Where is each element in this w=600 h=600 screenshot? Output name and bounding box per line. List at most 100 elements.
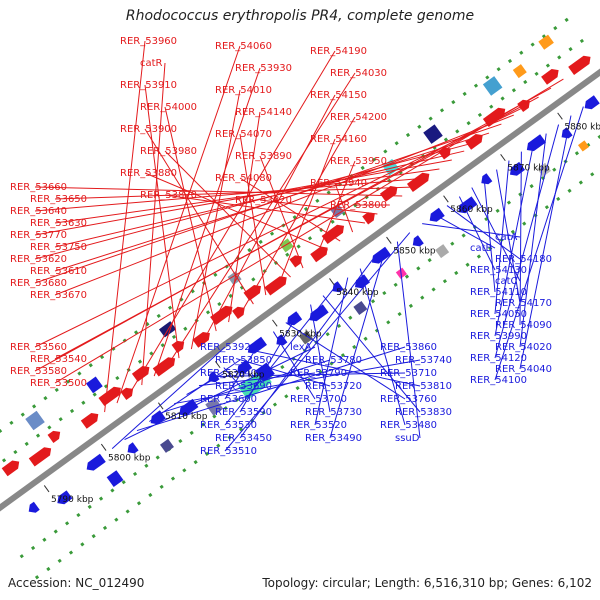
forward-gene-label[interactable]: RER_53650 — [30, 194, 87, 205]
forward-gene-label[interactable]: RER_53770 — [10, 230, 67, 241]
forward-gene-arrow — [438, 147, 451, 160]
forward-gene-label[interactable]: RER_53500 — [30, 378, 87, 389]
reverse-gene-label[interactable]: RER_54050 — [470, 309, 527, 320]
forward-gene-label[interactable]: RER_53910 — [120, 80, 177, 91]
forward-gene-label[interactable]: RER_53540 — [30, 354, 87, 365]
reverse-gene-label[interactable]: catA — [495, 232, 518, 243]
forward-gene-label[interactable]: RER_53560 — [10, 342, 67, 353]
forward-gene-label[interactable]: RER_53950 — [330, 156, 387, 167]
feature-block — [25, 410, 45, 431]
reverse-gene-label[interactable]: RER_53490 — [305, 433, 362, 444]
reverse-gene-label[interactable]: RER_54170 — [495, 298, 552, 309]
forward-gene-label[interactable]: RER_53610 — [30, 266, 87, 277]
forward-gene-label[interactable]: RER_53750 — [30, 242, 87, 253]
reverse-gene-label[interactable]: RER_53840 — [200, 368, 257, 379]
forward-gene-label[interactable]: RER_53870 — [140, 190, 197, 201]
reverse-gene-label[interactable]: RER_53920 — [200, 342, 257, 353]
forward-gene-label[interactable]: RER_53800 — [330, 200, 387, 211]
forward-gene-label[interactable]: RER_54160 — [310, 134, 367, 145]
forward-gene-label[interactable]: RER_54010 — [215, 85, 272, 96]
reverse-gene-label[interactable]: RER_53740 — [395, 355, 452, 366]
gene-leader-line — [164, 150, 291, 278]
reverse-gene-label[interactable]: RER_53520 — [290, 420, 347, 431]
forward-gene-label[interactable]: RER_54150 — [310, 90, 367, 101]
scale-tick-label: 5810 kbp — [165, 412, 208, 422]
forward-gene-label[interactable]: RER_53980 — [140, 146, 197, 157]
reverse-gene-label[interactable]: RER_53990 — [470, 331, 527, 342]
gene-leader-line — [164, 106, 217, 332]
scale-tick-label: 5840 kbp — [336, 288, 379, 298]
forward-gene-arrow — [171, 340, 185, 354]
forward-gene-label[interactable]: RER_53900 — [120, 124, 177, 135]
scale-tick-label: 5830 kbp — [279, 329, 322, 339]
forward-gene-arrow — [28, 447, 52, 467]
reverse-gene-label[interactable]: RER_53860 — [380, 342, 437, 353]
reverse-gene-label[interactable]: RER_54020 — [495, 342, 552, 353]
reverse-gene-label[interactable]: ssuD — [395, 433, 420, 444]
forward-gene-arrow — [232, 306, 245, 320]
reverse-gene-label[interactable]: RER_53600 — [200, 394, 257, 405]
reverse-gene-label[interactable]: RER_53850 — [215, 355, 272, 366]
track-guide-3 — [34, 166, 600, 580]
forward-gene-label[interactable]: RER_54000 — [140, 102, 197, 113]
gene-leader-line — [161, 359, 331, 414]
reverse-gene-label[interactable]: RER_53720 — [305, 381, 362, 392]
forward-gene-label[interactable]: RER_53580 — [10, 366, 67, 377]
track-guide-1 — [0, 13, 575, 433]
forward-gene-label[interactable]: catR — [140, 58, 163, 69]
reverse-gene-label[interactable]: RER_53450 — [215, 433, 272, 444]
forward-gene-arrow — [379, 186, 398, 202]
reverse-gene-label[interactable]: RER_53830 — [395, 407, 452, 418]
forward-gene-label[interactable]: RER_53820 — [235, 195, 292, 206]
forward-gene-label[interactable]: RER_54060 — [215, 41, 272, 52]
forward-gene-label[interactable]: RER_53960 — [120, 36, 177, 47]
reverse-gene-label[interactable]: RER_53760 — [380, 394, 437, 405]
forward-gene-label[interactable]: RER_53670 — [30, 290, 87, 301]
reverse-gene-label[interactable]: RER_53510 — [200, 446, 257, 457]
reverse-gene-label[interactable]: RER_53710 — [380, 368, 437, 379]
reverse-gene-label[interactable]: RER_54110 — [470, 287, 527, 298]
reverse-gene-label[interactable]: RER_54130 — [470, 265, 527, 276]
reverse-gene-label[interactable]: catC — [495, 276, 518, 287]
reverse-gene-label[interactable]: RER_53530 — [200, 420, 257, 431]
reverse-gene-arrow — [412, 235, 424, 247]
forward-gene-label[interactable]: RER_53660 — [10, 182, 67, 193]
forward-gene-label[interactable]: RER_54030 — [330, 68, 387, 79]
reverse-gene-label[interactable]: RER_53790 — [290, 368, 347, 379]
reverse-gene-label[interactable]: RER_54090 — [495, 320, 552, 331]
forward-gene-label[interactable]: RER_53640 — [10, 206, 67, 217]
forward-gene-label[interactable]: RER_54200 — [330, 112, 387, 123]
reverse-gene-label[interactable]: catB — [470, 243, 493, 254]
reverse-gene-label[interactable]: RER_53690 — [215, 381, 272, 392]
reverse-gene-label[interactable]: lexA — [290, 342, 312, 353]
forward-gene-label[interactable]: RER_53930 — [235, 63, 292, 74]
reverse-gene-label[interactable]: RER_53780 — [305, 355, 362, 366]
forward-gene-label[interactable]: RER_54080 — [215, 173, 272, 184]
reverse-gene-label[interactable]: RER_54040 — [495, 364, 552, 375]
reverse-gene-label[interactable]: RER_53730 — [305, 407, 362, 418]
forward-gene-label[interactable]: RER_53680 — [10, 278, 67, 289]
gene-leader-line — [174, 359, 421, 405]
forward-gene-label[interactable]: RER_54190 — [310, 46, 367, 57]
reverse-gene-label[interactable]: RER_53480 — [380, 420, 437, 431]
reverse-gene-label[interactable]: RER_53590 — [215, 407, 272, 418]
reverse-gene-label[interactable]: RER_54100 — [470, 375, 527, 386]
forward-gene-label[interactable]: RER_53880 — [120, 168, 177, 179]
reverse-gene-label[interactable]: RER_54120 — [470, 353, 527, 364]
reverse-gene-arrow — [276, 334, 288, 346]
reverse-gene-label[interactable]: RER_54180 — [495, 254, 552, 265]
scale-tick-label: 5860 kbp — [450, 205, 493, 215]
gene-leader-line — [116, 45, 241, 404]
gene-leader-line — [128, 50, 336, 395]
forward-gene-label[interactable]: RER_54070 — [215, 129, 272, 140]
reverse-gene-label[interactable]: RER_53700 — [290, 394, 347, 405]
reverse-gene-label[interactable]: RER_53810 — [395, 381, 452, 392]
forward-gene-label[interactable]: RER_53940 — [310, 178, 367, 189]
forward-gene-label[interactable]: RER_53630 — [30, 218, 87, 229]
forward-gene-label[interactable]: RER_54140 — [235, 107, 292, 118]
forward-gene-label[interactable]: RER_53890 — [235, 151, 292, 162]
gene-leader-line — [359, 268, 406, 426]
topology-text: Topology: circular; Length: 6,516,310 bp… — [262, 576, 592, 590]
forward-gene-label[interactable]: RER_53620 — [10, 254, 67, 265]
